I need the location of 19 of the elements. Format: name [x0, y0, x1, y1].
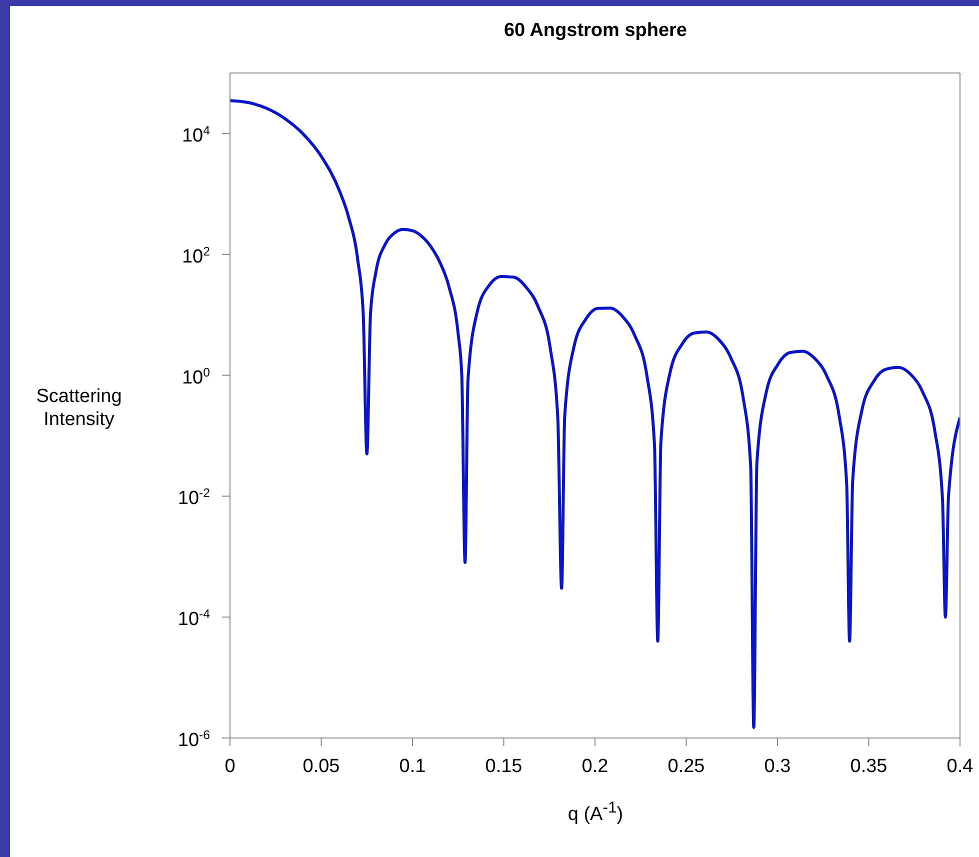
x-tick-label: 0.35 — [850, 756, 888, 777]
y-tick-label: 10$^{4}$ — [182, 123, 210, 146]
x-tick-label: 0.25 — [668, 756, 705, 777]
y-tick-label: 10$^{0}$ — [182, 365, 210, 388]
y-tick-label: 10$^{-6}$ — [178, 728, 210, 751]
y-tick-label: 10$^{-2}$ — [178, 486, 210, 510]
x-tick-label: 0.2 — [582, 756, 608, 777]
y-tick-label: 10$^{-4}$ — [178, 607, 210, 630]
line-series — [230, 99, 960, 729]
x-axis-title: q (A$^{-1}$) — [568, 800, 624, 826]
x-tick-label: 0.4 — [946, 756, 974, 777]
y-tick-label: 10$^{2}$ — [182, 244, 210, 268]
x-tick-label: 0 — [224, 756, 236, 777]
y-axis-title: Scattering Intensity — [36, 386, 122, 430]
x-tick-label: 0.3 — [764, 756, 791, 777]
x-tick-label: 0.05 — [302, 756, 340, 777]
chart-title: 60 Angstrom sphere — [504, 20, 687, 41]
x-tick-label: 0.1 — [399, 756, 426, 777]
x-tick-label: 0.15 — [485, 756, 522, 777]
